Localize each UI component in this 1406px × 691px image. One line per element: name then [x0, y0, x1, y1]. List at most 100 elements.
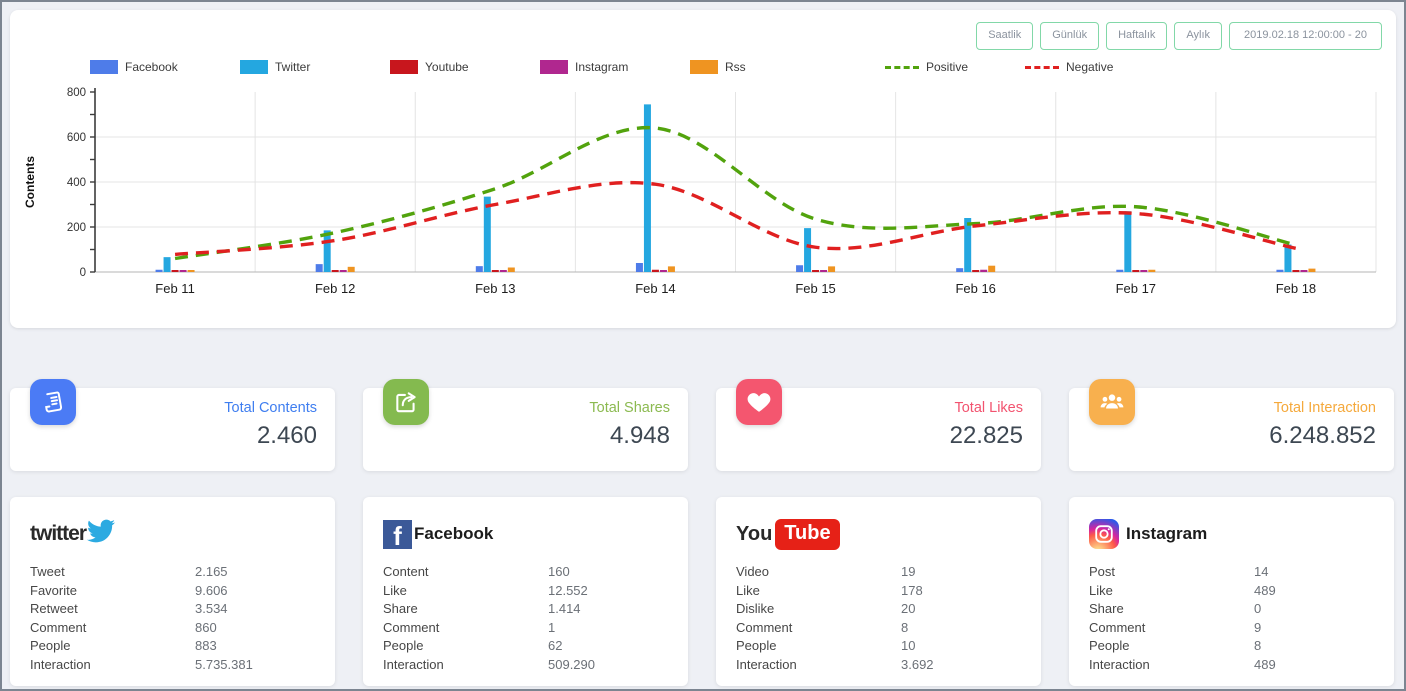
share-icon — [383, 379, 429, 425]
metric-label: Comment — [1089, 619, 1146, 635]
negative-line-swatch-icon — [1025, 65, 1059, 69]
twitter-swatch-icon — [240, 60, 268, 74]
stats-row: Total Contents 2.460 Total Shares 4.948 — [10, 379, 1394, 471]
metric-label: Like — [1089, 582, 1113, 598]
stat-value: 22.825 — [949, 422, 1023, 449]
stat-value: 4.948 — [609, 422, 670, 449]
platform-card-youtube: You Tube Video 19 Like 178 Dislike 20 Comme… — [716, 497, 1041, 686]
stat-card-total-likes: Total Likes 22.825 — [716, 379, 1041, 471]
metric-label: Interaction — [383, 656, 444, 672]
legend-item-instagram[interactable]: Instagram — [540, 60, 690, 74]
chart-plot-area: 0 200 400 600 800 Contents Feb 11 Feb 12 Feb 13 F… — [23, 87, 1377, 296]
metric-label: Interaction — [30, 656, 91, 672]
legend-item-negative[interactable]: Negative — [1025, 60, 1165, 74]
legend-item-rss[interactable]: Rss — [690, 60, 840, 74]
svg-text:Feb 14: Feb 14 — [635, 281, 675, 296]
legend-label: Positive — [926, 60, 969, 74]
instagram-wordmark: Instagram — [1126, 524, 1208, 543]
facebook-wordmark: Facebook — [414, 524, 494, 543]
metric-value: 20 — [901, 601, 916, 617]
platforms-row: twitter Tweet 2.165 Favorite 9.606 Retweet… — [10, 497, 1394, 686]
youtube-tube-badge: Tube — [775, 518, 840, 550]
stat-title: Total Contents — [224, 400, 317, 416]
metric-value: 5.735.381 — [195, 656, 253, 672]
legend-item-positive[interactable]: Positive — [885, 60, 1025, 74]
stat-card-total-contents: Total Contents 2.460 — [10, 379, 335, 471]
metric-label: Comment — [30, 619, 87, 635]
metric-value: 12.552 — [548, 582, 588, 598]
metric-label: People — [1089, 638, 1130, 654]
svg-text:200: 200 — [67, 222, 86, 234]
platform-card-twitter: twitter Tweet 2.165 Favorite 9.606 Retweet… — [10, 497, 335, 686]
twitter-logo-icon: twitter — [30, 513, 315, 555]
metric-label: Share — [383, 601, 418, 617]
metric-label: Favorite — [30, 582, 77, 598]
metric-value: 489 — [1254, 582, 1276, 598]
metric-label: Like — [383, 582, 407, 598]
instagram-logo-icon: Instagram — [1089, 513, 1374, 555]
legend-item-twitter[interactable]: Twitter — [240, 60, 390, 74]
legend-label: Twitter — [275, 60, 311, 74]
metric-value: 10 — [901, 638, 916, 654]
svg-text:800: 800 — [67, 87, 86, 99]
metric-value: 883 — [195, 638, 217, 654]
metric-value: 8 — [901, 619, 909, 635]
metric-label: Tweet — [30, 564, 65, 579]
svg-text:400: 400 — [67, 177, 86, 189]
youtube-you-text: You — [736, 522, 773, 545]
metric-label: Video — [736, 564, 770, 579]
facebook-f-icon: f — [383, 519, 412, 549]
svg-text:Feb 16: Feb 16 — [955, 281, 995, 296]
instagram-swatch-icon — [540, 60, 568, 74]
metric-label: People — [383, 638, 424, 654]
metric-label: Dislike — [736, 601, 775, 617]
filter-button-aylik[interactable]: Aylık — [1174, 22, 1223, 50]
heart-icon — [736, 379, 782, 425]
legend-label: Rss — [725, 60, 746, 74]
twitter-bird-icon — [87, 519, 115, 543]
metric-value: 0 — [1254, 601, 1262, 617]
filter-button-saatlik[interactable]: Saatlik — [976, 22, 1034, 50]
metric-label: Interaction — [736, 656, 797, 672]
metric-value: 3.534 — [195, 601, 228, 617]
stat-title: Total Shares — [589, 400, 670, 416]
metric-label: People — [736, 638, 777, 654]
metric-label: Like — [736, 582, 760, 598]
metric-value: 1 — [548, 619, 556, 635]
positive-line-swatch-icon — [885, 65, 919, 69]
svg-text:Feb 11: Feb 11 — [155, 281, 195, 296]
metric-value: 3.692 — [901, 656, 934, 672]
metric-label: People — [30, 638, 71, 654]
metric-value: 1.414 — [548, 601, 581, 617]
youtube-swatch-icon — [390, 60, 418, 74]
metric-value: 8 — [1254, 638, 1262, 654]
metric-label: Retweet — [30, 601, 78, 617]
svg-text:600: 600 — [67, 132, 86, 144]
stat-value: 2.460 — [256, 422, 317, 449]
filter-button-haftalik[interactable]: Haftalık — [1106, 22, 1168, 50]
chart-card: Saatlik Günlük Haftalık Aylık 2019.02.18… — [10, 10, 1396, 328]
metric-value: 160 — [548, 564, 570, 579]
metric-value: 19 — [901, 564, 916, 579]
stat-card-total-interaction: Total Interaction 6.248.852 — [1069, 379, 1394, 471]
contents-chart: 0 200 400 600 800 Contents Feb 11 Feb 12 Feb 13 F… — [10, 84, 1396, 311]
metric-value: 62 — [548, 638, 563, 654]
metric-value: 2.165 — [195, 564, 228, 579]
legend-label: Instagram — [575, 60, 629, 74]
stat-title: Total Likes — [954, 400, 1023, 416]
facebook-swatch-icon — [90, 60, 118, 74]
stat-title: Total Interaction — [1273, 400, 1376, 416]
metric-value: 9.606 — [195, 582, 228, 598]
legend-item-facebook[interactable]: Facebook — [90, 60, 240, 74]
filter-button-gunluk[interactable]: Günlük — [1040, 22, 1100, 50]
legend-item-youtube[interactable]: Youtube — [390, 60, 540, 74]
svg-text:Feb 12: Feb 12 — [315, 281, 355, 296]
metric-label: Share — [1089, 601, 1124, 617]
platform-card-facebook: f Facebook Content 160 Like 12.552 Share 1.… — [363, 497, 688, 686]
metric-value: 178 — [901, 582, 923, 598]
chart-legend: Facebook Twitter Youtube Instagram Rss P… — [10, 52, 1396, 82]
date-range-button[interactable]: 2019.02.18 12:00:00 - 20 — [1229, 22, 1382, 50]
platform-card-instagram: Instagram Post 14 Like 489 Share 0 Comment 9… — [1069, 497, 1394, 686]
metric-value: 509.290 — [548, 656, 595, 672]
metric-value: 14 — [1254, 564, 1269, 579]
